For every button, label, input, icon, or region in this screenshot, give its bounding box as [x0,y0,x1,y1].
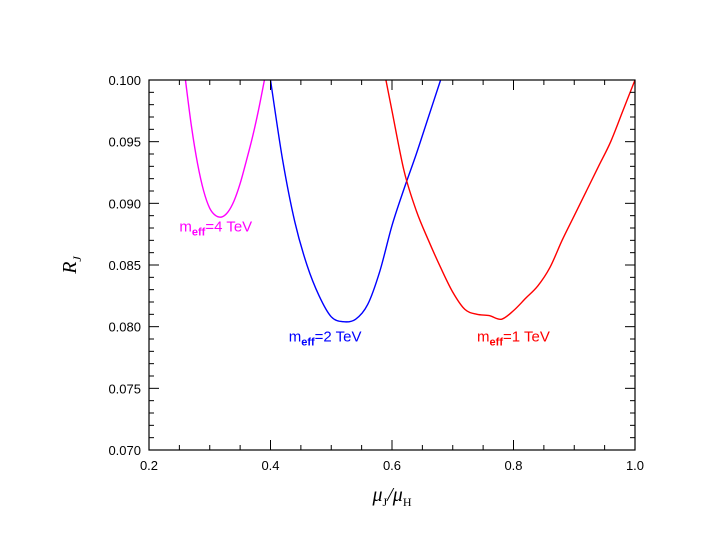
axis-ticks [148,79,636,451]
annotation-rest: =2 TeV [315,328,362,345]
series-line-meff-2-tev [269,79,442,323]
curve-annotation: meff=4 TeV [179,219,252,239]
y-tick-label: 0.075 [108,381,141,396]
annotation-main: m [477,328,490,345]
x-label-part: /μ [386,484,403,506]
y-label-subscript: J [70,256,84,262]
annotation-main: m [179,219,192,236]
annotation-subscript: eff [490,336,504,348]
curve-annotation: meff=1 TeV [477,328,550,348]
tick-labels: 0.2 0.4 0.6 0.8 1.0 0.070 0.075 0.080 0.085 0.090… [108,73,644,473]
x-tick-label: 0.2 [140,458,158,473]
series-line-meff-4-tev [184,79,266,218]
x-tick-label: 0.8 [504,458,522,473]
x-label-subscript: J [383,495,388,509]
annotation-subscript: eff [192,227,206,239]
y-label-part: R [59,262,81,275]
x-label-subscript: H [403,495,412,509]
y-tick-label: 0.095 [108,135,141,150]
x-axis-label: μJ/μH [372,484,412,509]
x-tick-label: 0.4 [261,458,279,473]
plot-frame [148,79,636,451]
y-axis-label: RJ [59,256,84,275]
y-tick-label: 0.080 [108,320,141,335]
x-label-part: μ [372,484,383,506]
annotation-subscript: eff [301,336,315,348]
y-tick-label: 0.070 [108,443,141,458]
annotation-rest: =4 TeV [205,219,252,236]
curves-layer [184,79,636,323]
annotation-main: m [289,328,302,345]
y-tick-label: 0.100 [108,73,141,88]
curve-annotation: meff=2 TeV [289,328,362,348]
x-tick-label: 1.0 [626,458,644,473]
y-tick-label: 0.085 [108,258,141,273]
x-tick-label: 0.6 [383,458,401,473]
annotation-rest: =1 TeV [503,328,550,345]
y-tick-label: 0.090 [108,196,141,211]
series-line-meff-1-tev [385,79,636,321]
